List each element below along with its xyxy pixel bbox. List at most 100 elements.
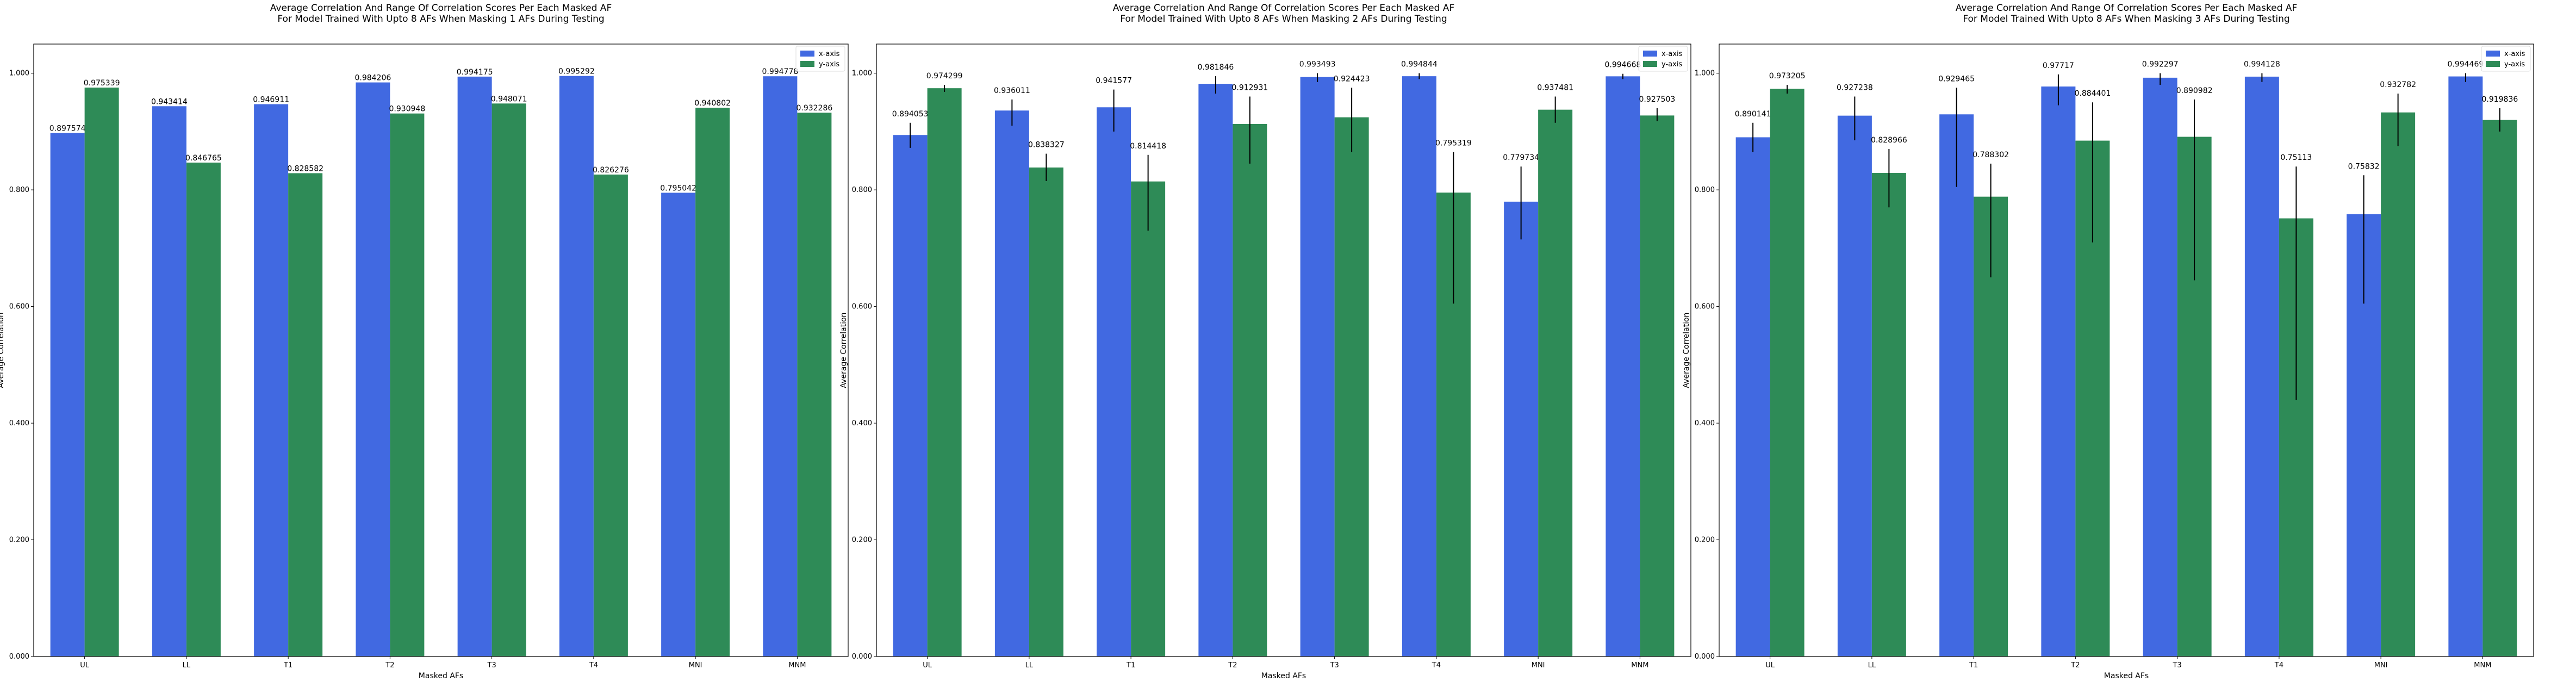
value-label-x-axis-LL: 0.936011 (994, 86, 1030, 95)
y-tick-label: 0.800 (1695, 186, 1715, 194)
value-label-y-axis-T4: 0.75113 (2280, 153, 2312, 162)
value-label-y-axis-LL: 0.838327 (1028, 141, 1065, 150)
value-label-x-axis-T1: 0.929465 (1938, 75, 1975, 83)
value-label-y-axis-T2: 0.884401 (2074, 89, 2111, 98)
x-axis-label: Masked AFs (1261, 672, 1306, 680)
legend-label-x-axis: x-axis (2504, 50, 2525, 58)
legend-label-x-axis: x-axis (819, 50, 840, 58)
chart-panel-2: 0.894053 0.936011 0.941577 0.981846 0.993493… (839, 3, 1691, 680)
bar-x-axis-T4 (1402, 76, 1436, 657)
x-tick-label: T1 (1969, 661, 1978, 670)
y-axis-label: Average Correlation (1682, 312, 1691, 388)
value-label-x-axis-UL: 0.897574 (49, 124, 86, 133)
bar-x-axis-T1 (254, 104, 289, 657)
bar-x-axis-T2 (1198, 84, 1233, 657)
value-label-x-axis-T2: 0.984206 (354, 74, 391, 83)
bar-y-axis-UL (1770, 89, 1805, 656)
bar-x-axis-MNM (2448, 76, 2483, 656)
x-tick-label: LL (183, 661, 191, 670)
x-tick-label: UL (80, 661, 90, 670)
value-label-y-axis-T2: 0.912931 (1231, 84, 1268, 92)
x-tick-label: MNI (689, 661, 702, 670)
bar-y-axis-T2 (390, 113, 425, 657)
bar-y-axis-T1 (1131, 181, 1166, 656)
bar-y-axis-MNM (1640, 115, 1675, 656)
value-label-y-axis-UL: 0.974299 (926, 72, 963, 80)
legend-label-x-axis: x-axis (1662, 50, 1683, 58)
x-tick-label: LL (1868, 661, 1876, 670)
value-label-x-axis-MNI: 0.75832 (2348, 162, 2380, 171)
value-label-y-axis-T4: 0.795319 (1435, 139, 1472, 147)
value-label-y-axis-UL: 0.975339 (84, 79, 120, 88)
x-tick-label: T1 (283, 661, 293, 670)
bar-x-axis-UL (1735, 137, 1770, 656)
value-label-y-axis-LL: 0.846765 (185, 154, 222, 163)
bar-x-axis-T3 (2143, 77, 2177, 656)
x-tick-label: T4 (2274, 661, 2283, 670)
y-tick-label: 1.000 (1695, 70, 1715, 78)
y-tick-label: 1.000 (9, 70, 29, 78)
chart-title-line-1: Average Correlation And Range Of Correla… (1113, 3, 1454, 14)
bar-x-axis-MNI (661, 193, 696, 656)
value-label-y-axis-MNM: 0.932286 (796, 104, 832, 113)
value-label-y-axis-T1: 0.828582 (287, 164, 323, 173)
bar-x-axis-T3 (457, 76, 492, 656)
value-label-y-axis-MNM: 0.927503 (1639, 95, 1675, 104)
bar-y-axis-MNM (797, 113, 832, 656)
bar-x-axis-MNI (1504, 201, 1539, 656)
value-label-x-axis-UL: 0.890141 (1735, 110, 1771, 119)
bar-y-axis-T2 (1233, 123, 1267, 657)
x-tick-label: T2 (385, 661, 394, 670)
value-label-x-axis-MNM: 0.994469 (2447, 60, 2484, 69)
x-axis-label: Masked AFs (2104, 672, 2149, 680)
y-tick-label: 0.400 (9, 419, 29, 427)
x-tick-label: MNI (2374, 661, 2388, 670)
y-axis-label: Average Correlation (839, 312, 848, 388)
value-label-y-axis-T2: 0.930948 (389, 105, 425, 114)
x-tick-label: MNM (1631, 661, 1648, 670)
bar-y-axis-T3 (1334, 117, 1369, 656)
y-tick-label: 0.600 (852, 303, 872, 311)
value-label-x-axis-T3: 0.993493 (1299, 60, 1336, 69)
value-label-x-axis-LL: 0.943414 (151, 97, 188, 106)
y-axis-label: Average Correlation (0, 312, 5, 388)
legend: x-axis y-axis (2481, 46, 2531, 72)
bar-x-axis-UL (893, 135, 928, 656)
legend-swatch-x-axis (800, 51, 814, 57)
x-tick-label: MNM (788, 661, 806, 670)
x-tick-label: T2 (1228, 661, 1237, 670)
bar-x-axis-LL (994, 110, 1029, 657)
plot-frame (1719, 44, 2534, 657)
plot-frame (876, 44, 1691, 657)
value-label-y-axis-UL: 0.973205 (1769, 72, 1806, 80)
bar-x-axis-LL (152, 106, 186, 657)
bar-x-axis-T4 (559, 76, 594, 656)
legend-swatch-y-axis (2486, 61, 2500, 67)
legend: x-axis y-axis (1638, 46, 1688, 72)
y-tick-label: 0.400 (852, 419, 872, 427)
value-label-y-axis-T3: 0.924423 (1334, 75, 1370, 83)
value-label-x-axis-UL: 0.894053 (892, 110, 929, 119)
value-label-y-axis-LL: 0.828966 (1871, 136, 1907, 145)
x-tick-label: T3 (1330, 661, 1339, 670)
value-label-x-axis-T3: 0.994175 (457, 68, 493, 77)
x-tick-label: T4 (1432, 661, 1441, 670)
value-label-x-axis-MNM: 0.994778 (762, 67, 798, 76)
bar-x-axis-T2 (2041, 86, 2076, 656)
bar-y-axis-LL (1871, 173, 1906, 656)
chart-panel-1: 0.897574 0.943414 0.946911 0.984206 0.994175… (0, 3, 849, 680)
y-tick-label: 0.400 (1695, 419, 1715, 427)
legend-swatch-x-axis (2486, 51, 2500, 57)
chart-title-line-1: Average Correlation And Range Of Correla… (270, 3, 612, 14)
y-tick-label: 1.000 (852, 70, 872, 78)
value-label-y-axis-T3: 0.890982 (2176, 86, 2213, 95)
legend-label-y-axis: y-axis (819, 60, 839, 69)
bar-x-axis-T3 (1300, 77, 1335, 656)
y-tick-label: 0.000 (852, 653, 872, 661)
bar-y-axis-LL (186, 162, 221, 657)
bar-y-axis-LL (1029, 167, 1063, 656)
bar-x-axis-MNM (763, 76, 798, 657)
x-tick-label: T1 (1126, 661, 1135, 670)
x-tick-label: T3 (487, 661, 496, 670)
